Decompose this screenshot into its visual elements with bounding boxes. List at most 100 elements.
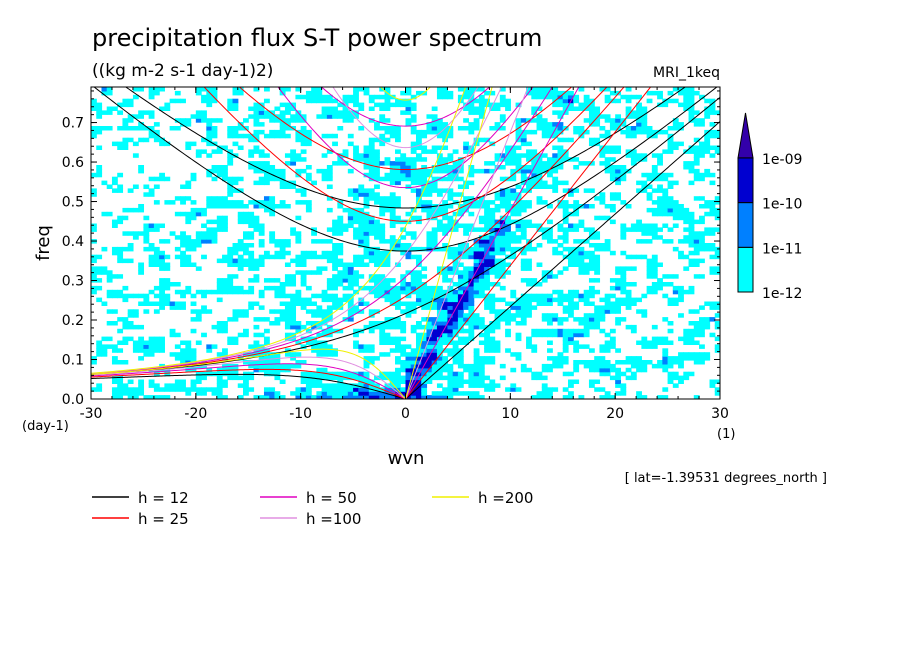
spectrum-cell bbox=[657, 282, 663, 287]
spectrum-cell bbox=[531, 184, 538, 189]
spectrum-cell bbox=[159, 176, 165, 182]
spectrum-cell bbox=[557, 289, 564, 295]
spectrum-cell bbox=[164, 367, 171, 373]
spectrum-cell bbox=[384, 129, 391, 135]
spectrum-cell bbox=[405, 375, 412, 381]
spectrum-cell bbox=[442, 363, 449, 369]
spectrum-cell bbox=[305, 176, 312, 182]
spectrum-cell bbox=[636, 363, 642, 369]
spectrum-cell bbox=[615, 282, 622, 287]
spectrum-cell bbox=[688, 149, 695, 154]
spectrum-cell bbox=[693, 110, 700, 115]
spectrum-cell bbox=[222, 348, 228, 353]
spectrum-cell bbox=[473, 243, 480, 248]
spectrum-cell bbox=[520, 207, 527, 213]
spectrum-cell bbox=[473, 321, 480, 326]
spectrum-cell bbox=[620, 266, 627, 271]
spectrum-cell bbox=[164, 285, 171, 291]
spectrum-cell bbox=[421, 305, 428, 310]
spectrum-cell bbox=[153, 262, 160, 267]
spectrum-cell bbox=[473, 227, 480, 232]
spectrum-cell bbox=[253, 145, 260, 150]
spectrum-cell bbox=[243, 379, 249, 384]
spectrum-cell bbox=[473, 106, 480, 111]
spectrum-cell bbox=[473, 110, 480, 115]
spectrum-cell bbox=[478, 114, 485, 119]
spectrum-cell bbox=[384, 258, 391, 264]
spectrum-cell bbox=[405, 168, 412, 174]
spectrum-cell bbox=[667, 301, 674, 306]
spectrum-cell bbox=[478, 110, 485, 115]
spectrum-cell bbox=[688, 161, 695, 166]
spectrum-cell bbox=[562, 348, 569, 353]
spectrum-cell bbox=[180, 258, 186, 264]
spectrum-cell bbox=[615, 367, 622, 373]
spectrum-cell bbox=[258, 243, 265, 248]
spectrum-cell bbox=[389, 289, 396, 295]
spectrum-cell bbox=[604, 149, 611, 154]
spectrum-cell bbox=[494, 321, 501, 326]
spectrum-cell bbox=[415, 324, 422, 330]
spectrum-cell bbox=[222, 176, 228, 182]
spectrum-cell bbox=[704, 211, 711, 217]
spectrum-cell bbox=[347, 133, 354, 139]
spectrum-cell bbox=[358, 371, 365, 377]
spectrum-cell bbox=[615, 360, 622, 365]
spectrum-cell bbox=[646, 270, 653, 275]
spectrum-cell bbox=[405, 254, 412, 260]
spectrum-cell bbox=[143, 239, 150, 244]
spectrum-cell bbox=[636, 340, 642, 345]
spectrum-cell bbox=[263, 196, 270, 201]
spectrum-cell bbox=[473, 270, 480, 275]
spectrum-cell bbox=[206, 227, 213, 232]
spectrum-cell bbox=[526, 165, 532, 170]
spectrum-cell bbox=[410, 383, 417, 388]
spectrum-cell bbox=[290, 324, 297, 330]
spectrum-cell bbox=[683, 87, 690, 92]
spectrum-cell bbox=[216, 387, 223, 392]
spectrum-cell bbox=[688, 239, 695, 244]
spectrum-cell bbox=[431, 149, 438, 154]
spectrum-cell bbox=[253, 106, 260, 111]
spectrum-cell bbox=[284, 243, 291, 248]
spectrum-cell bbox=[389, 293, 396, 299]
spectrum-cell bbox=[258, 129, 265, 135]
spectrum-cell bbox=[159, 106, 165, 111]
spectrum-cell bbox=[547, 231, 553, 236]
spectrum-cell bbox=[489, 305, 496, 310]
spectrum-cell bbox=[557, 102, 564, 108]
spectrum-cell bbox=[505, 200, 511, 205]
spectrum-cell bbox=[290, 184, 297, 189]
spectrum-cell bbox=[347, 387, 354, 392]
spectrum-cell bbox=[374, 250, 380, 256]
spectrum-cell bbox=[190, 352, 197, 357]
spectrum-cell bbox=[374, 309, 380, 314]
spectrum-cell bbox=[138, 114, 145, 119]
spectrum-cell bbox=[258, 200, 265, 205]
spectrum-cell bbox=[573, 94, 580, 100]
spectrum-cell bbox=[405, 313, 412, 318]
spectrum-cell bbox=[248, 289, 255, 295]
spectrum-cell bbox=[489, 387, 496, 392]
spectrum-cell bbox=[683, 211, 690, 217]
spectrum-cell bbox=[499, 188, 506, 193]
spectrum-cell bbox=[363, 200, 370, 205]
spectrum-cell bbox=[138, 379, 145, 384]
spectrum-cell bbox=[431, 285, 438, 291]
spectrum-cell bbox=[389, 336, 396, 342]
spectrum-cell bbox=[489, 301, 496, 306]
spectrum-cell bbox=[683, 239, 690, 244]
spectrum-cell bbox=[709, 122, 716, 127]
spectrum-cell bbox=[263, 110, 270, 115]
spectrum-cell bbox=[337, 297, 344, 303]
spectrum-cell bbox=[237, 356, 244, 361]
spectrum-cell bbox=[96, 114, 103, 119]
spectrum-cell bbox=[463, 118, 469, 123]
spectrum-cell bbox=[258, 293, 265, 299]
spectrum-cell bbox=[657, 184, 663, 189]
spectrum-cell bbox=[641, 360, 648, 365]
spectrum-cell bbox=[688, 168, 695, 174]
spectrum-cell bbox=[693, 137, 700, 143]
spectrum-cell bbox=[510, 207, 517, 213]
spectrum-cell bbox=[227, 340, 234, 345]
